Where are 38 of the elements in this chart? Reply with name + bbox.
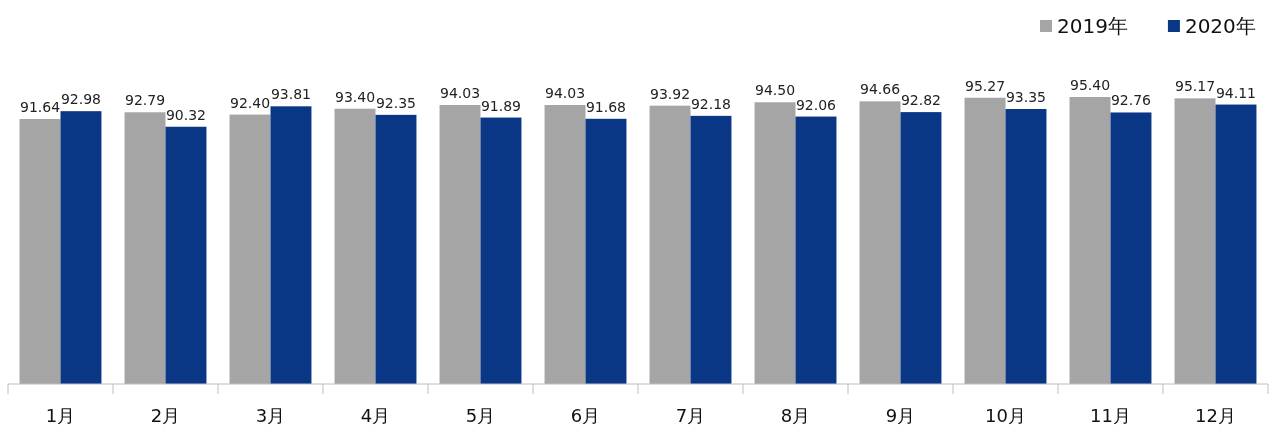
data-label: 92.35	[375, 94, 417, 111]
data-label: 91.89	[480, 97, 522, 114]
data-label: 95.40	[1069, 77, 1111, 93]
x-tick-label: 2月	[150, 405, 181, 426]
legend-label: 2020年	[1184, 14, 1256, 38]
data-label: 92.06	[795, 96, 837, 113]
data-label: 93.40	[334, 88, 376, 105]
legend-label: 2019年	[1057, 14, 1128, 38]
x-tick-label: 5月	[465, 405, 496, 426]
x-tick-label: 8月	[780, 405, 811, 426]
data-label: 94.50	[754, 82, 796, 99]
data-label: 92.40	[229, 94, 271, 111]
data-label: 91.64	[19, 99, 61, 116]
data-label: 93.35	[1005, 89, 1047, 106]
data-label: 92.18	[690, 95, 732, 112]
data-label: 90.32	[165, 106, 207, 123]
data-label: 94.66	[859, 81, 901, 98]
x-tick-label: 10月	[985, 405, 1026, 426]
x-tick-label: 6月	[570, 405, 601, 426]
data-label: 95.27	[964, 77, 1006, 94]
data-label: 92.76	[1110, 92, 1152, 109]
data-label: 93.81	[270, 86, 312, 103]
data-label: 94.03	[544, 85, 586, 102]
data-label: 94.03	[439, 85, 481, 102]
data-label: 92.82	[900, 92, 942, 109]
data-label: 93.92	[649, 85, 691, 102]
x-tick-label: 7月	[675, 405, 706, 426]
data-label: 94.11	[1215, 84, 1257, 101]
x-tick-label: 1月	[45, 405, 76, 426]
data-label: 92.79	[124, 92, 166, 109]
data-label: 92.98	[60, 91, 102, 108]
data-label: 91.68	[585, 98, 627, 115]
data-label: 95.17	[1174, 78, 1216, 95]
x-tick-label: 3月	[255, 405, 286, 426]
x-tick-label: 11月	[1090, 405, 1131, 426]
x-tick-label: 12月	[1195, 405, 1236, 426]
x-tick-label: 9月	[885, 405, 916, 426]
x-tick-label: 4月	[360, 405, 391, 426]
